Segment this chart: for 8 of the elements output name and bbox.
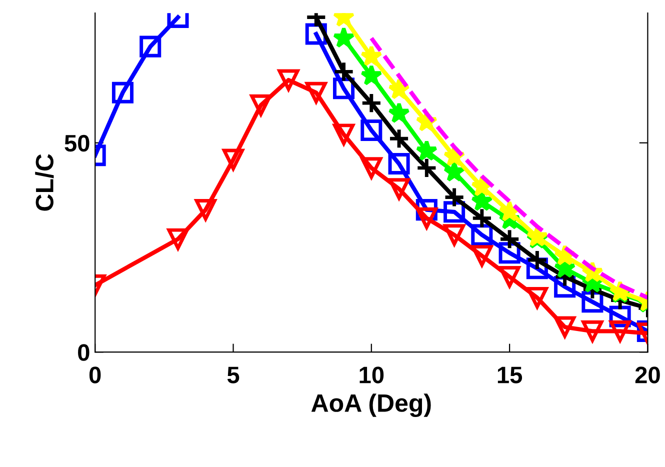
x-tick-label: 0 bbox=[89, 366, 101, 384]
x-axis-title: AoA (Deg) bbox=[311, 394, 431, 417]
y-axis-title: CL/C bbox=[35, 154, 54, 211]
y-tick-label: 50 bbox=[64, 134, 90, 152]
x-tick-label: 10 bbox=[360, 366, 384, 384]
x-tick-label: 5 bbox=[227, 366, 240, 384]
x-tick-label: 20 bbox=[635, 366, 660, 384]
x-tick-label: 15 bbox=[498, 366, 522, 384]
